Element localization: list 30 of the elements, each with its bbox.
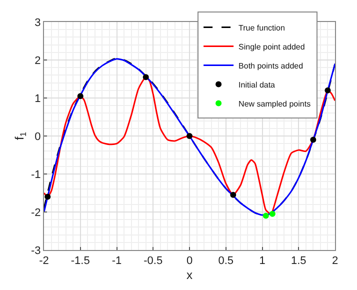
x-tick-label: 0.5 [218,255,234,268]
point [310,136,316,143]
legend-label: Initial data [238,80,276,90]
point [186,133,192,139]
point [269,210,276,217]
y-tick-label: 3 [34,16,41,29]
y-tick-label: 0 [34,130,41,143]
x-tick-label: 1.5 [290,255,306,268]
x-tick-label: -1 [112,255,122,268]
x-tick-label: -1.5 [70,255,90,268]
point [77,93,84,100]
legend-label: Single point added [238,42,305,52]
point [142,74,149,80]
y-tick-label: 2 [34,54,41,67]
point [44,194,51,200]
y-tick-label: -1 [31,168,41,181]
x-tick-label: -0.5 [144,255,163,268]
x-axis-title: x [186,268,192,282]
y-tick-label: -3 [31,244,41,257]
x-tick-label: 1 [259,255,266,268]
x-tick-label: 2 [332,255,338,268]
point [262,212,269,219]
legend-label: New sampled points [238,99,311,108]
legend-label: Both points added [238,61,304,70]
x-tick-label: 0 [186,255,193,268]
y-tick-label: 1 [34,92,41,105]
point [324,87,331,94]
y-tick-label: -2 [31,206,41,219]
point [230,192,236,198]
legend-label: True function [238,23,285,32]
